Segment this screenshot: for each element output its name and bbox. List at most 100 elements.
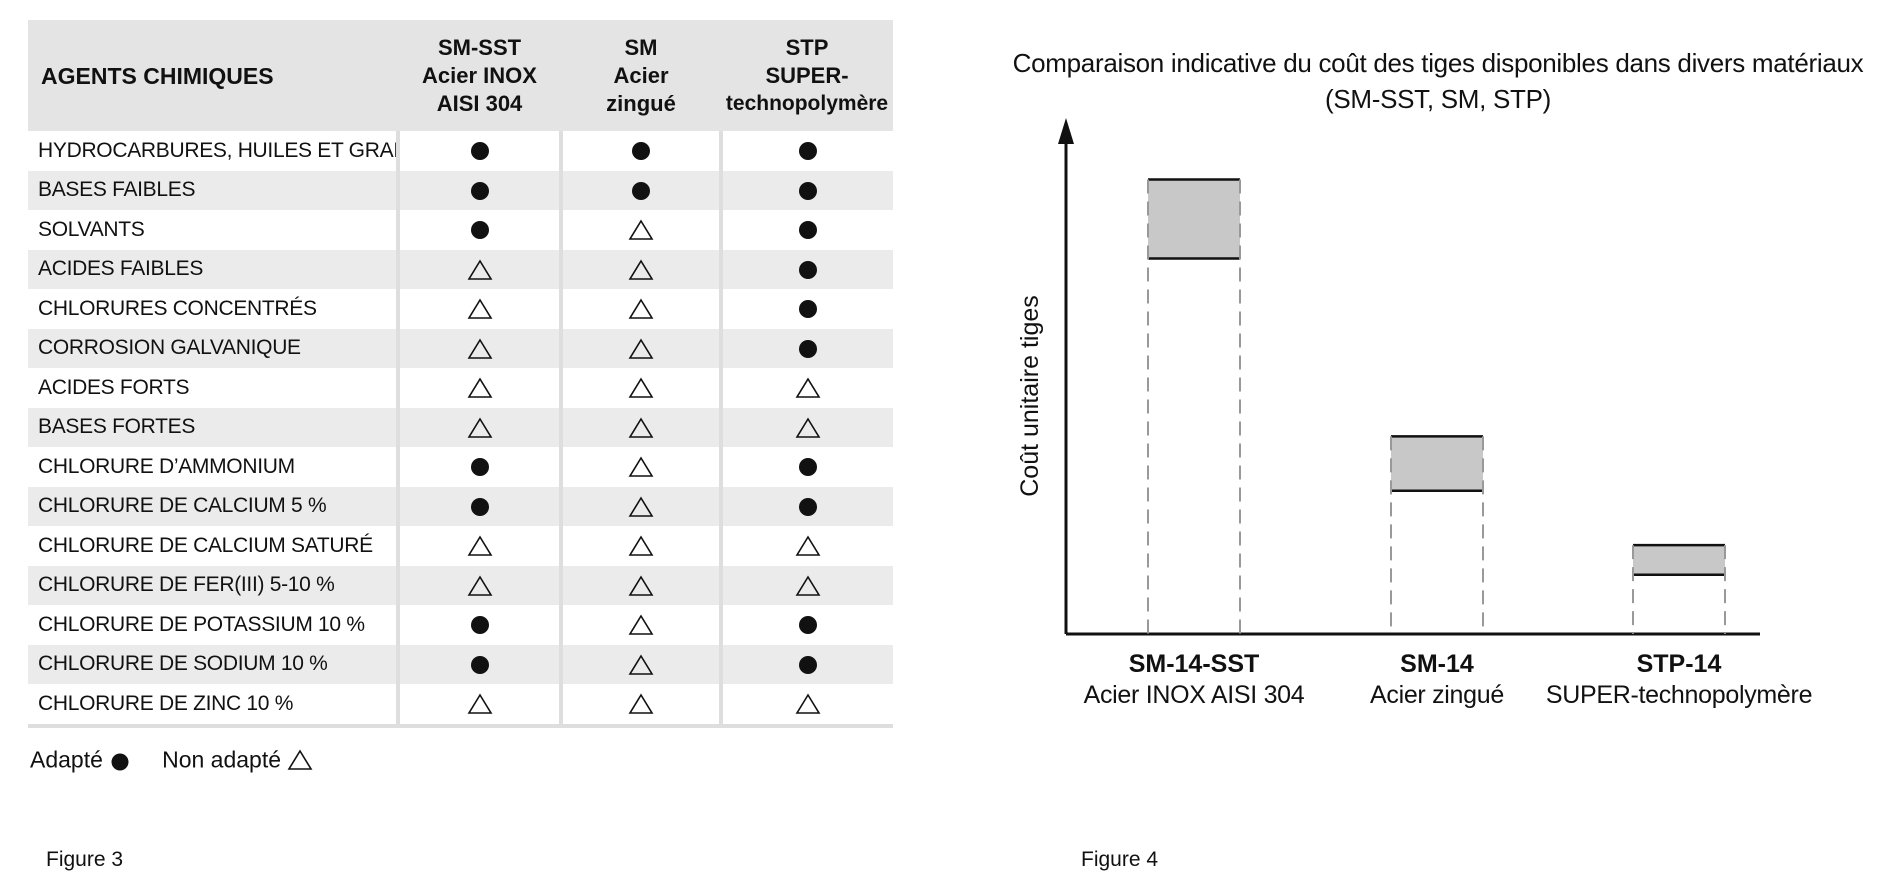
legend-adapted-label: Adapté — [30, 746, 103, 773]
outline-triangle-icon — [467, 377, 493, 399]
filled-circle-icon — [797, 338, 819, 360]
cost-range-bar — [1391, 436, 1483, 491]
agent-name-cell: CHLORURE DE POTASSIUM 10 % — [38, 612, 365, 636]
resistance-cell — [396, 605, 561, 645]
resistance-cell — [559, 131, 721, 171]
filled-circle-icon — [469, 219, 491, 241]
chart-title: Comparaison indicative du coût des tiges… — [1012, 48, 1864, 78]
legend-not-adapted-label: Non adapté — [162, 746, 282, 773]
outline-triangle-icon — [467, 535, 493, 557]
filled-circle-icon — [469, 140, 491, 162]
resistance-cell — [396, 368, 561, 408]
figure-4-caption: Figure 4 — [1081, 848, 1159, 871]
table-row: CHLORURE DE CALCIUM 5 % — [28, 486, 893, 526]
agent-name-cell: ACIDES FAIBLES — [28, 249, 398, 289]
filled-circle-icon — [469, 180, 491, 202]
resistance-cell — [719, 289, 893, 329]
filled-circle-icon — [630, 140, 652, 162]
header-agents: AGENTS CHIMIQUES — [28, 20, 398, 131]
outline-triangle-icon — [628, 219, 654, 241]
resistance-cell — [396, 210, 561, 250]
resistance-cell — [396, 486, 561, 526]
outline-triangle-icon — [467, 693, 493, 715]
header-sm-sst-line1: SM-SST — [437, 34, 522, 60]
table-header-row: AGENTS CHIMIQUES SM-SST Acier INOX AISI … — [28, 20, 893, 131]
filled-circle-icon — [797, 496, 819, 518]
outline-triangle-icon — [795, 575, 821, 597]
resistance-cell — [719, 170, 893, 210]
filled-circle-icon — [797, 456, 819, 478]
outline-triangle-icon — [467, 417, 493, 439]
filled-circle-icon — [630, 180, 652, 202]
resistance-cell — [719, 684, 893, 728]
agent-name-cell: HYDROCARBURES, HUILES ET GRAISSES — [38, 138, 398, 162]
x-tick-sublabel: Acier zingué — [1370, 681, 1504, 709]
x-tick-sublabel: SUPER-technopolymère — [1546, 681, 1812, 709]
table-row: CHLORURE DE ZINC 10 % — [28, 684, 893, 728]
y-axis-label: Coût unitaire tiges — [1016, 295, 1044, 497]
resistance-cell — [396, 565, 561, 605]
y-axis-arrow-icon — [1058, 118, 1074, 144]
table-row: CHLORURE DE CALCIUM SATURÉ — [28, 526, 893, 566]
x-tick-sublabel: Acier INOX AISI 304 — [1084, 681, 1305, 709]
resistance-cell — [719, 605, 893, 645]
outline-triangle-icon — [628, 496, 654, 518]
outline-triangle-icon — [628, 575, 654, 597]
agent-name-cell: SOLVANTS — [38, 217, 145, 241]
outline-triangle-icon — [467, 575, 493, 597]
outline-triangle-icon — [628, 614, 654, 636]
resistance-cell — [559, 170, 721, 210]
table-row: ACIDES FORTS — [28, 368, 893, 408]
filled-circle-icon — [469, 614, 491, 636]
cost-range-bar — [1148, 179, 1240, 259]
agent-name-cell: BASES FAIBLES — [28, 170, 398, 210]
header-sm: SM Acier zingué — [561, 20, 721, 131]
filled-circle-icon — [469, 456, 491, 478]
chemical-resistance-table-figure: AGENTS CHIMIQUES SM-SST Acier INOX AISI … — [28, 20, 893, 728]
outline-triangle-icon — [467, 298, 493, 320]
resistance-cell — [719, 486, 893, 526]
outline-triangle-icon — [628, 417, 654, 439]
x-tick-label: STP-14 — [1637, 650, 1722, 678]
resistance-cell — [559, 210, 721, 250]
resistance-cell — [396, 328, 561, 368]
filled-circle-icon — [797, 298, 819, 320]
filled-circle-icon — [797, 654, 819, 676]
outline-triangle-icon — [795, 417, 821, 439]
resistance-cell — [719, 644, 893, 684]
outline-triangle-icon — [795, 377, 821, 399]
table-row: CHLORURES CONCENTRÉS — [28, 289, 893, 329]
header-stp: STP SUPER- technopolymère — [721, 20, 893, 131]
header-stp-line2: SUPER- — [765, 62, 849, 88]
x-tick-label: SM-14 — [1400, 650, 1474, 678]
agent-name-cell: ACIDES FORTS — [38, 375, 190, 399]
table-row: CHLORURE DE SODIUM 10 % — [28, 644, 893, 684]
outline-triangle-icon — [628, 338, 654, 360]
resistance-cell — [559, 447, 721, 487]
resistance-cell — [396, 131, 561, 171]
filled-circle-icon — [797, 180, 819, 202]
outline-triangle-icon — [628, 456, 654, 478]
x-tick-label: SM-14-SST — [1129, 650, 1260, 678]
outline-triangle-icon — [287, 749, 313, 771]
outline-triangle-icon — [628, 654, 654, 676]
agent-name-cell: CORROSION GALVANIQUE — [28, 328, 398, 368]
table-row: CHLORURE DE POTASSIUM 10 % — [28, 605, 893, 645]
resistance-cell — [559, 407, 721, 447]
cost-comparison-chart: Comparaison indicative du coût des tiges… — [990, 30, 1886, 730]
agent-name-cell: CHLORURE DE CALCIUM SATURÉ — [38, 533, 373, 557]
resistance-cell — [719, 328, 893, 368]
outline-triangle-icon — [795, 693, 821, 715]
legend: Adapté Non adapté — [30, 745, 313, 773]
table-row: CHLORURE D’AMMONIUM — [28, 447, 893, 487]
filled-circle-icon — [797, 614, 819, 636]
resistance-cell — [396, 407, 561, 447]
table-row: SOLVANTS — [28, 210, 893, 250]
resistance-cell — [559, 289, 721, 329]
resistance-cell — [559, 565, 721, 605]
resistance-cell — [559, 486, 721, 526]
header-sm-line1: SM — [624, 34, 658, 60]
figure-3-caption: Figure 3 — [46, 848, 124, 871]
resistance-cell — [559, 605, 721, 645]
outline-triangle-icon — [628, 535, 654, 557]
